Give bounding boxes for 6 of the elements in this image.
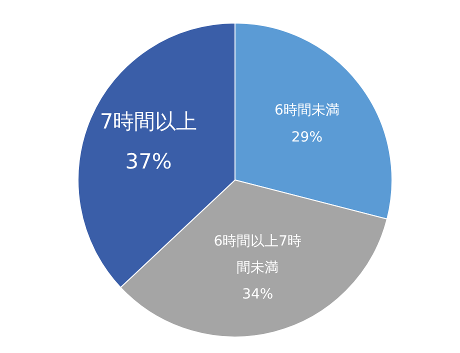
data-label: 34% [242,286,274,303]
data-label: 37% [125,149,172,174]
slice-label: 6時間以上7時間未満 [214,233,302,276]
slice-label: 6時間未満 [274,102,340,119]
slice-label: 7時間以上 [100,109,198,134]
data-label: 29% [291,129,323,146]
